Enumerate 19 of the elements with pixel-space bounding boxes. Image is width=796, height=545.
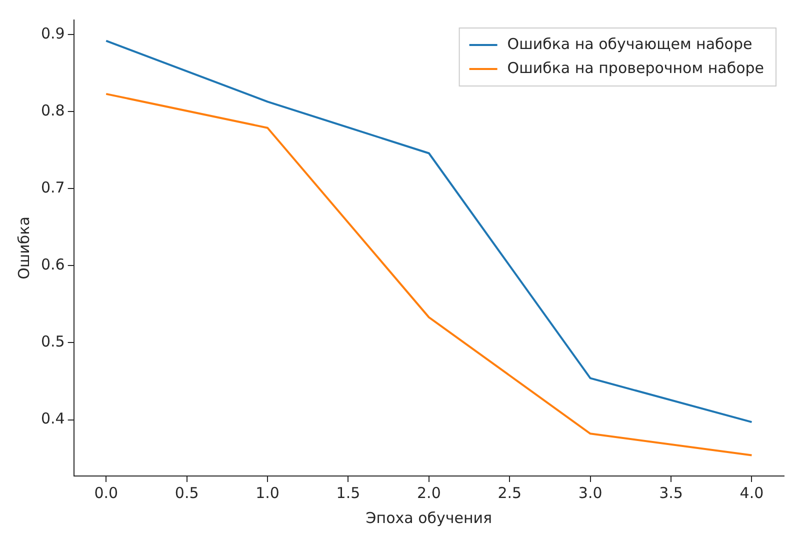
x-tick-label: 4.0: [740, 484, 764, 502]
legend-label: Ошибка на проверочном наборе: [507, 58, 764, 77]
x-tick-label: 0.5: [174, 484, 199, 502]
x-tick-label: 2.0: [417, 484, 441, 502]
y-tick-label: 0.6: [40, 256, 65, 274]
x-tick-label: 0.0: [94, 484, 118, 502]
y-tick-label: 0.9: [40, 24, 65, 43]
x-axis-title: Эпоха обучения: [366, 508, 492, 527]
x-tick-label: 1.0: [256, 484, 280, 502]
y-axis-title: Ошибка: [14, 216, 33, 280]
legend-label: Ошибка на обучающем наборе: [507, 34, 752, 53]
y-tick-label: 0.7: [40, 178, 65, 197]
y-tick-label: 0.5: [40, 332, 65, 351]
y-tick-label: 0.4: [40, 410, 65, 428]
x-tick-label: 2.5: [498, 484, 522, 502]
x-tick-label: 3.5: [659, 484, 683, 502]
x-tick-label: 3.0: [578, 484, 602, 502]
y-tick-label: 0.8: [40, 102, 65, 120]
x-tick-label: 1.5: [336, 484, 360, 502]
